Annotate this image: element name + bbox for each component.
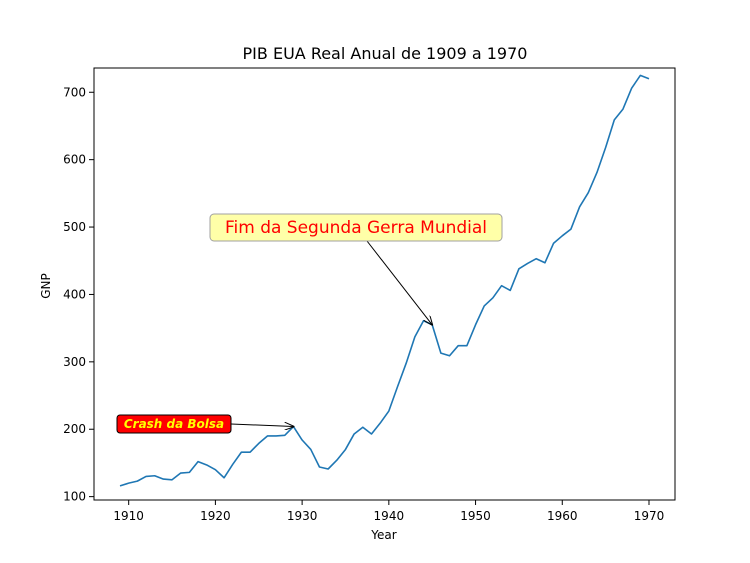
y-tick-label: 300 — [63, 355, 86, 369]
plot-area — [93, 67, 676, 501]
x-axis-label: Year — [370, 528, 396, 542]
x-tick-label: 1970 — [634, 509, 665, 523]
y-tick-label: 100 — [63, 490, 86, 504]
annotation-arrow — [366, 240, 432, 325]
x-tick-label: 1950 — [460, 509, 491, 523]
annotation-label: Crash da Bolsa — [124, 417, 224, 431]
x-tick-label: 1930 — [287, 509, 318, 523]
x-tick-label: 1910 — [113, 509, 144, 523]
y-tick-label: 500 — [63, 220, 86, 234]
annotation-label: Fim da Segunda Gerra Mundial — [225, 218, 487, 238]
y-tick-label: 700 — [63, 85, 86, 99]
x-tick-label: 1940 — [374, 509, 405, 523]
y-axis: 100 200 300 400 500 600 700 — [63, 85, 94, 504]
annotation-stock-crash: Crash da Bolsa — [116, 414, 293, 434]
annotation-arrow — [230, 424, 293, 427]
annotations: Fim da Segunda Gerra Mundial Crash da Bol… — [116, 213, 503, 434]
y-axis-label: GNP — [39, 273, 53, 299]
plot-frame — [93, 67, 676, 501]
annotation-end-of-war: Fim da Segunda Gerra Mundial — [209, 213, 503, 325]
chart-title: PIB EUA Real Anual de 1909 a 1970 — [243, 44, 528, 63]
annotation-box — [209, 213, 503, 242]
y-tick-label: 200 — [63, 422, 86, 436]
annotation-box — [116, 414, 232, 434]
series-line — [119, 74, 650, 487]
x-tick-label: 1960 — [547, 509, 578, 523]
plot-background — [94, 68, 675, 500]
y-tick-label: 400 — [63, 287, 86, 301]
x-axis: 1910 1920 1930 1940 1950 1960 1970 — [113, 500, 664, 523]
y-tick-label: 600 — [63, 153, 86, 167]
x-tick-label: 1920 — [200, 509, 231, 523]
